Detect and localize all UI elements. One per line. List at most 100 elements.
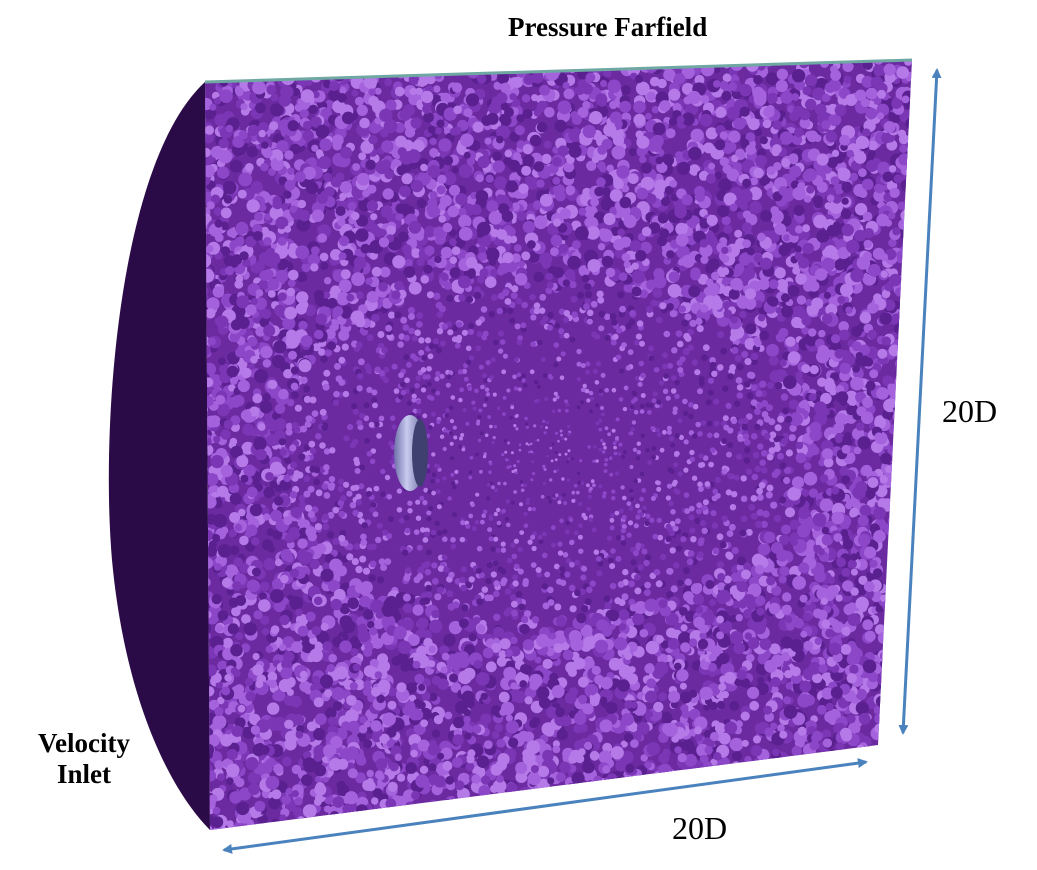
mesh-cell [249,60,263,68]
mesh-cell [904,688,912,702]
mesh-cell [492,560,499,567]
mesh-cell [435,371,441,377]
mesh-cell [609,582,617,590]
mesh-cell [647,797,657,807]
mesh-cell [622,568,629,576]
mesh-cell [195,65,205,75]
mesh-cell [270,827,285,830]
mesh-cell [646,409,652,415]
mesh-cell [214,113,227,127]
mesh-cell [741,806,754,818]
mesh-cell [717,331,725,339]
mesh-cell [481,821,491,830]
mesh-cell [731,804,742,814]
mesh-cell [687,344,694,352]
mesh-cell [855,596,869,611]
mesh-cell [234,777,245,788]
mesh-cell [504,588,512,595]
mesh-cell [505,814,516,825]
mesh-cell [905,232,912,243]
mesh-cell [530,450,533,454]
mesh-cell [741,424,748,431]
mesh-cell [229,159,243,173]
mesh-cell [713,398,720,405]
mesh-cell [427,353,434,360]
mesh-cell [618,508,624,514]
mesh-cell [651,398,657,404]
mesh-cell [913,556,925,568]
mesh-cell [874,792,886,803]
mesh-cell [599,696,608,705]
mesh-cell [722,385,729,392]
mesh-cell [259,67,267,75]
mesh-cell [500,541,506,547]
mesh-cell [323,448,331,455]
mesh-cell [454,342,461,349]
mesh-cell [615,555,622,562]
mesh-cell [450,543,457,550]
mesh-cell [431,411,436,417]
mesh-cell [376,522,383,529]
mesh-cell [750,495,758,502]
mesh-cell [397,773,406,782]
mesh-cell [806,812,815,822]
mesh-cell [633,339,640,346]
mesh-cell [332,537,340,546]
mesh-cell [541,153,552,164]
mesh-cell [476,419,481,424]
mesh-cell [374,808,384,818]
mesh-cell [318,60,326,62]
mesh-cell [621,824,633,830]
mesh-cell [511,285,519,293]
mesh-cell [506,791,516,801]
mesh-cell [477,438,482,443]
mesh-cell [368,421,375,428]
mesh-cell [414,382,420,389]
mesh-cell [914,538,924,548]
mesh-cell [683,492,690,498]
mesh-cell [749,201,762,214]
mesh-cell [861,745,871,756]
mesh-cell [709,766,722,779]
mesh-cell [707,389,714,396]
mesh-cell [369,627,378,636]
mesh-cell [905,801,912,809]
mesh-cell [611,319,618,326]
mesh-cell [916,826,924,834]
mesh-cell [567,432,571,436]
mesh-cell [461,797,474,810]
mesh-cell [906,769,912,780]
mesh-cell [554,458,558,462]
mesh-cell [550,247,559,256]
mesh-cell [759,330,770,341]
mesh-cell [681,739,695,752]
mesh-cell [582,60,592,63]
mesh-cell [429,828,440,830]
mesh-cell [311,410,319,417]
mesh-cell [726,472,734,479]
mesh-cell [711,793,725,807]
mesh-cell [533,424,537,428]
mesh-cell [609,525,615,531]
mesh-cell [752,787,764,799]
mesh-cell [911,775,912,783]
mesh-cell [889,756,900,767]
mesh-cell [450,537,456,543]
mesh-cell [648,355,655,362]
mesh-cell [841,197,849,205]
mesh-cell [772,776,784,788]
mesh-cell [313,478,320,486]
mesh-cell [908,753,912,767]
mesh-cell [579,827,593,830]
mesh-cell [861,805,874,818]
mesh-cell [257,61,271,75]
mesh-cell [586,398,591,403]
mesh-cell [654,799,668,814]
mesh-cell [673,770,684,782]
mesh-cell [714,171,723,180]
mesh-cell [911,646,912,659]
mesh-cell [621,342,627,348]
mesh-cell [910,198,912,209]
mesh-cell [801,792,814,804]
mesh-cell [312,675,320,684]
